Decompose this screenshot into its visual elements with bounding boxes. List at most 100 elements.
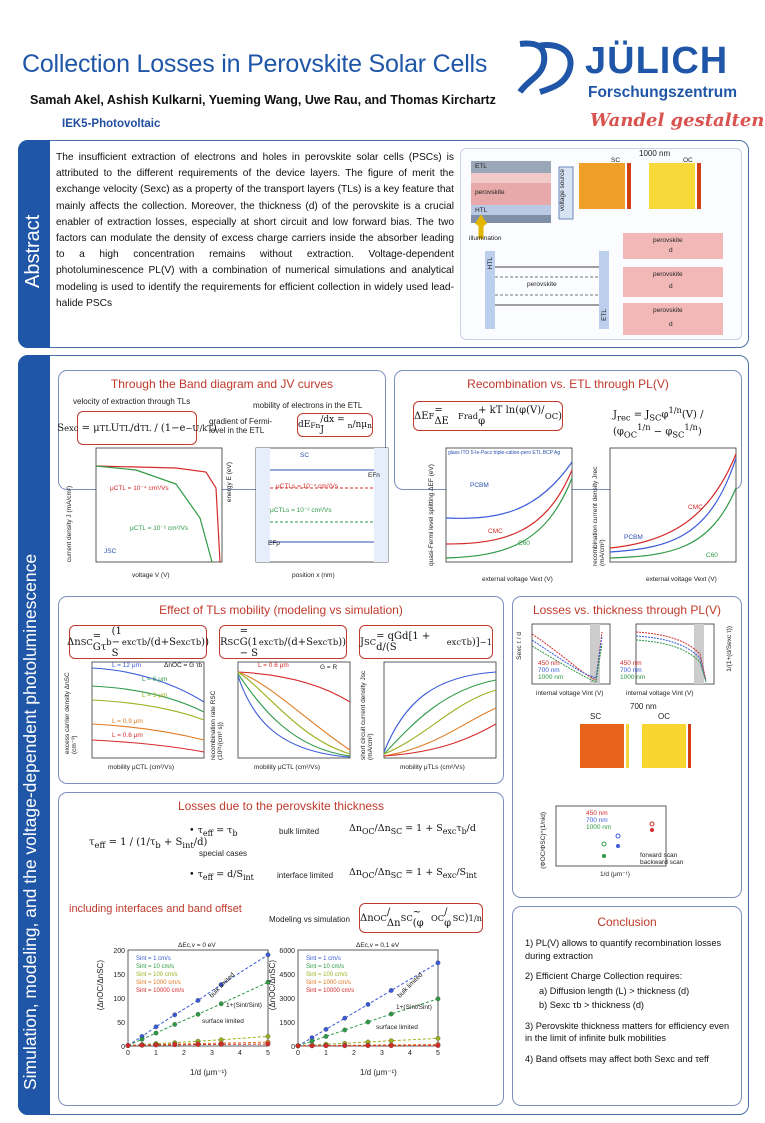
data-point	[195, 1011, 201, 1017]
band-efn: EFn	[368, 472, 380, 479]
bulk-ratio-equation: ΔnOC/ΔnSC = 1 + Sexcτb/d	[349, 823, 476, 836]
thickness-block-d-1: d	[669, 247, 673, 254]
author-list: Samah Akel, Ashish Kulkarni, Yueming Wan…	[30, 93, 496, 107]
data-point	[172, 1042, 178, 1048]
data-point	[153, 1024, 159, 1030]
scatter-450: 450 nm	[586, 810, 608, 817]
data-point	[172, 1012, 178, 1018]
bulk-case: • τeff = τb	[189, 825, 238, 838]
legend-entry: Sint = 10000 cm/s	[136, 988, 184, 994]
legend-entry: Sint = 1 cm/s	[306, 956, 341, 962]
institute-label: IEK5-Photovoltaic	[62, 118, 161, 130]
data-point	[265, 952, 271, 958]
x-tick-label: 4	[408, 1050, 412, 1057]
tagline: Wandel gestalten	[590, 110, 765, 131]
band-jv-title: Through the Band diagram and JV curves	[110, 377, 334, 391]
layer-htl: HTL	[475, 207, 488, 214]
data-point	[153, 1030, 159, 1036]
voltage-source-label: voltage source	[559, 169, 566, 212]
legend-1000-r: 1000 nm	[620, 674, 646, 681]
qfls-legend: glass ITO 5-Ie-Pacz triple-cation-pero E…	[448, 450, 561, 456]
data-point	[153, 1042, 159, 1048]
data-point	[365, 1043, 371, 1049]
x-tick-label: 3	[380, 1050, 384, 1057]
gradient-text: gradient of Fermi-level in the ETL	[209, 417, 273, 435]
data-point	[195, 998, 201, 1003]
rsc-xlabel: mobility μCTL (cm²/Vs)	[254, 764, 320, 771]
conclusion-point-4: 4) Band offsets may affect both Sexc and…	[525, 1053, 709, 1064]
jv-mu-low: μCTL = 10⁻² cm²/Vs	[130, 525, 189, 532]
conclusion-point-2b: b) Sexc τb > thickness (d)	[539, 1000, 644, 1010]
data-point	[265, 1034, 271, 1039]
logo-subtitle: Forschungszentrum	[588, 84, 737, 101]
data-point	[435, 1035, 441, 1041]
interface-limited-label: interface limited	[277, 871, 334, 880]
x-tick-label: 5	[266, 1050, 270, 1057]
abstract-label: Abstract	[22, 215, 45, 288]
illumination-label: illumination	[469, 235, 502, 242]
modeling-label: Modeling vs simulation	[269, 915, 350, 924]
jv-jsc: JSC	[104, 548, 117, 555]
pl-maps	[580, 724, 691, 768]
jsc-axes	[383, 661, 497, 759]
scatter-700: 700 nm	[586, 817, 608, 824]
logo-wordmark: JÜLICH	[585, 40, 729, 82]
device-schematic	[471, 161, 723, 335]
thickness-block-label-1: perovskite	[653, 237, 683, 244]
x-tick-label: 3	[210, 1050, 214, 1057]
main-section-label: Simulation, modeling, and the voltage-de…	[20, 553, 40, 1090]
abstract-text: The insufficient extraction of electrons…	[56, 152, 454, 309]
legend-entry: Sint = 10000 cm/s	[306, 988, 354, 994]
jv-mu-high: μCTL = 10⁻⁴ cm²/Vs	[110, 485, 169, 492]
offset-right-ratio: 1+(Sint/Sint)	[396, 1004, 432, 1011]
abstract-map-sc: SC	[611, 157, 621, 164]
rsc-ylabel: recombination rate RSC (10²¹/(cm³ s))	[210, 690, 224, 760]
y-tick-label: 3000	[279, 996, 295, 1003]
scatter-ylabel: (ΦOC/ΦSC)^(1/nid)	[540, 812, 547, 869]
band-mu1: μCTLs = 10⁻⁴ cm²/Vs	[276, 483, 339, 490]
data-point	[323, 1034, 329, 1039]
y-tick-label: 100	[113, 996, 125, 1003]
conclusion-title: Conclusion	[597, 915, 657, 929]
abstract-sidebar	[18, 140, 50, 348]
sexc-xlabel: internal voltage Vint (V)	[536, 690, 604, 697]
qfls-ylabel: quasi-Fermi level splitting ΔEF (eV)	[428, 464, 435, 566]
dnsc-ylabel: excess carrier density ΔnSC (cm⁻³)	[64, 672, 78, 754]
thickness-title: Losses due to the perovskite thickness	[177, 799, 385, 813]
legend-entry: Sint = 100 cm/s	[306, 972, 348, 978]
y-tick-label: 0	[291, 1044, 295, 1051]
data-point	[295, 1043, 301, 1049]
layer-perovskite: perovskite	[475, 189, 505, 196]
qfls-pcbm: PCBM	[470, 482, 489, 489]
band-sc: SC	[300, 452, 310, 459]
abstract-map-oc: OC	[683, 157, 693, 164]
data-point	[139, 1036, 145, 1042]
band-jv-subtitle-right: mobility of electrons in the ETL	[253, 401, 363, 410]
data-point	[388, 1043, 394, 1049]
jv-ylabel: current density J (mA/cm²)	[66, 485, 73, 562]
plot-frame	[127, 949, 269, 1047]
teff-equation: τeff = 1 / (1/τb + Sint/d)	[89, 837, 208, 850]
conclusion-point-1: 1) PL(V) allows to quantify recombinatio…	[525, 938, 722, 961]
legend-entry: Sint = 1000 cm/s	[136, 980, 181, 986]
x-tick-label: 2	[182, 1050, 186, 1057]
y-tick-label: 1500	[279, 1020, 295, 1027]
legend-entry: Sint = 100 cm/s	[136, 972, 178, 978]
dnsc-axes	[91, 661, 205, 759]
band-etl-label: ETL	[601, 309, 608, 321]
band-perovskite-label: perovskite	[527, 281, 557, 288]
ratio-xlabel: internal voltage Vint (V)	[626, 690, 694, 697]
map-oc-label: OC	[658, 712, 670, 721]
qfls-axes	[445, 447, 573, 563]
y-tick-label: 150	[113, 972, 125, 979]
map-scale: 700 nm	[630, 702, 657, 711]
jv-axes	[95, 447, 223, 563]
offset-left-title: ΔEc,v = 0 eV	[178, 942, 216, 949]
band-jv-subtitle-left: velocity of extraction through TLs	[73, 397, 191, 406]
x-tick-label: 4	[238, 1050, 242, 1057]
abstract-figure: 1000 nm SC OC ETL perovskite HTL voltage…	[460, 148, 742, 340]
mobility-plots	[91, 661, 497, 759]
layer-etl: ETL	[475, 163, 487, 170]
legend-entry: Sint = 1000 cm/s	[306, 980, 351, 986]
data-point	[125, 1043, 131, 1048]
